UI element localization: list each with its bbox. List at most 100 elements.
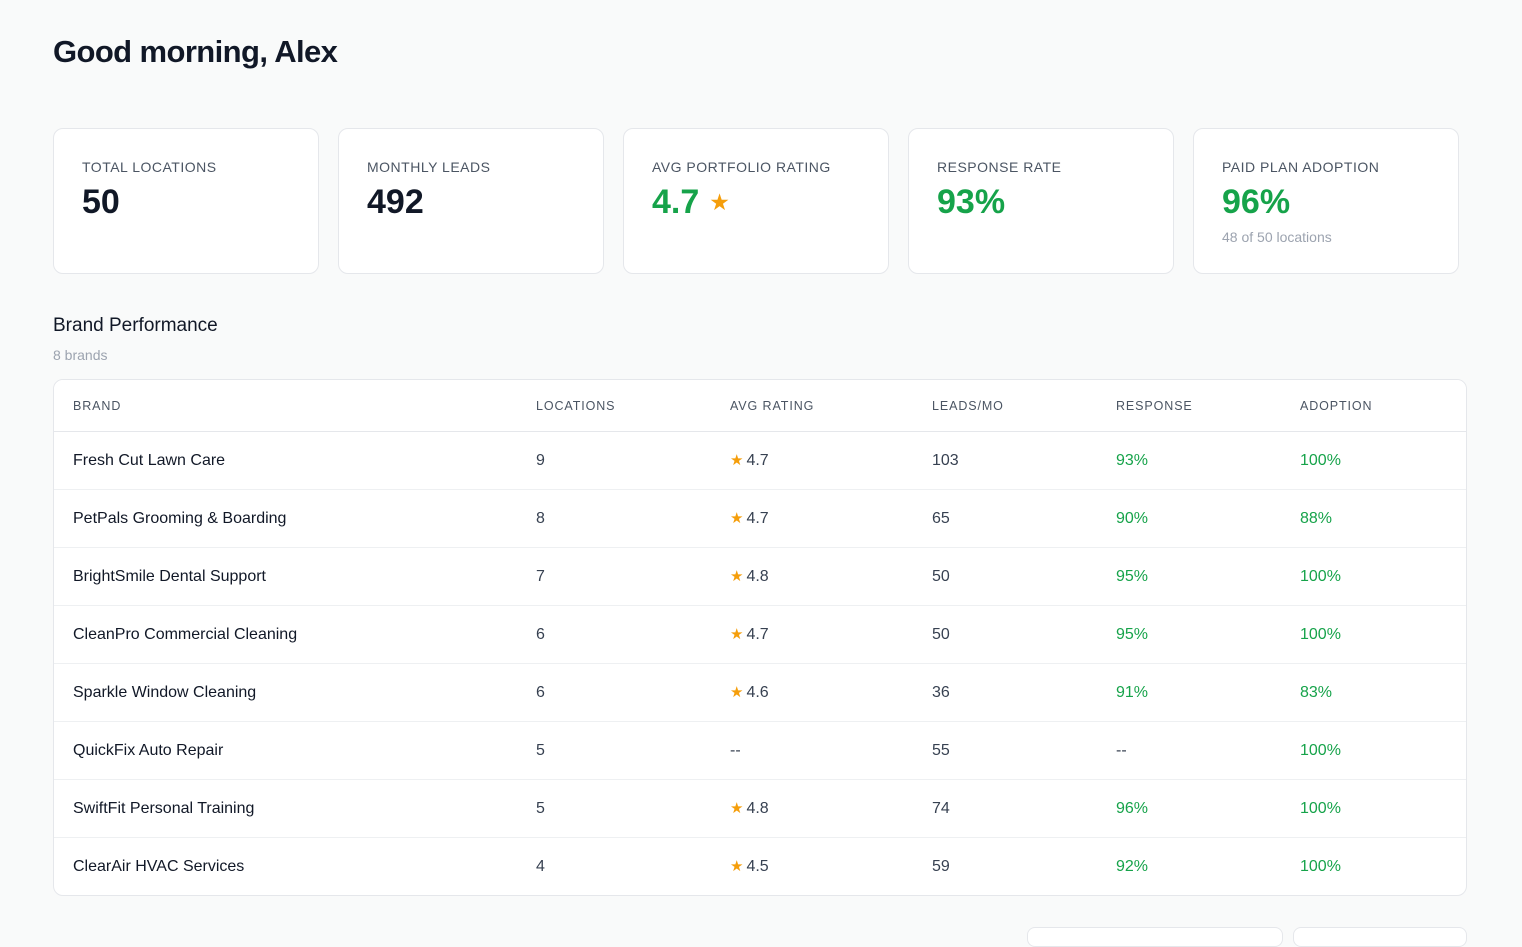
stat-label: MONTHLY LEADS	[367, 159, 491, 175]
stat-label: PAID PLAN ADOPTION	[1222, 159, 1380, 175]
cell-adoption: 100%	[1300, 547, 1466, 606]
stat-value: 96%	[1222, 183, 1291, 221]
cell-response: 95%	[1116, 605, 1300, 664]
cell-leads: 65	[932, 489, 1116, 548]
column-header-response[interactable]: RESPONSE	[1116, 380, 1300, 432]
table-row[interactable]: SwiftFit Personal Training 5 ★ 4.8 74 96% 100%	[54, 779, 1466, 838]
stat-value: 50	[82, 183, 120, 221]
rating-value: 4.8	[746, 568, 769, 585]
column-header-avg-rating[interactable]: AVG RATING	[730, 380, 932, 432]
cell-leads: 36	[932, 663, 1116, 722]
cell-locations: 9	[536, 431, 730, 490]
cell-leads: 59	[932, 857, 950, 875]
star-icon: ★	[730, 800, 744, 817]
stat-card-response-rate: RESPONSE RATE 93%	[908, 128, 1174, 274]
stat-label: AVG PORTFOLIO RATING	[652, 159, 831, 175]
column-header-brand[interactable]: BRAND	[54, 380, 536, 432]
rating-value: 4.7	[746, 510, 769, 527]
cell-avg-rating: ★ 4.5	[730, 838, 932, 896]
cell-adoption: 100%	[1300, 857, 1341, 875]
footer-button[interactable]	[1293, 927, 1467, 947]
cell-brand[interactable]: QuickFix Auto Repair	[54, 721, 536, 780]
cell-brand[interactable]: Fresh Cut Lawn Care	[54, 431, 536, 490]
stat-value: 93%	[937, 183, 1006, 221]
section-subtitle: 8 brands	[53, 347, 108, 363]
stat-card-avg-portfolio-rating: AVG PORTFOLIO RATING 4.7 ★	[623, 128, 889, 274]
stats-cards: TOTAL LOCATIONS 50 MONTHLY LEADS 492 AVG…	[53, 128, 1459, 274]
cell-locations: 7	[536, 547, 730, 606]
stat-card-paid-plan-adoption: PAID PLAN ADOPTION 96% 48 of 50 location…	[1193, 128, 1459, 274]
cell-response: 93%	[1116, 431, 1300, 490]
stat-card-total-locations: TOTAL LOCATIONS 50	[53, 128, 319, 274]
footer-button[interactable]	[1027, 927, 1283, 947]
star-icon: ★	[730, 626, 744, 643]
cell-locations: 5	[536, 779, 730, 838]
stat-card-monthly-leads: MONTHLY LEADS 492	[338, 128, 604, 274]
stat-subtext: 48 of 50 locations	[1222, 229, 1332, 245]
table-row[interactable]: PetPals Grooming & Boarding 8 ★ 4.7 65 90% 88%	[54, 489, 1466, 548]
star-icon: ★	[730, 510, 744, 527]
cell-response: 91%	[1116, 663, 1300, 722]
column-header-adoption[interactable]: ADOPTION	[1300, 380, 1466, 432]
cell-response: 92%	[1116, 857, 1149, 875]
star-icon: ★	[730, 858, 744, 875]
rating-value: --	[730, 741, 741, 759]
section-title: Brand Performance	[53, 315, 218, 336]
table-row[interactable]: ClearAir HVAC Services 4 ★ 4.5 59 92% 100%	[54, 838, 1466, 896]
cell-response: --	[1116, 721, 1300, 780]
cell-brand[interactable]: BrightSmile Dental Support	[54, 547, 536, 606]
cell-adoption: 100%	[1300, 721, 1466, 780]
cell-adoption: 100%	[1300, 605, 1466, 664]
cell-leads: 50	[932, 605, 1116, 664]
cell-brand[interactable]: ClearAir HVAC Services	[73, 857, 245, 875]
column-header-locations[interactable]: LOCATIONS	[536, 380, 730, 432]
table-row[interactable]: QuickFix Auto Repair 5 -- 55 -- 100%	[54, 721, 1466, 780]
cell-adoption: 88%	[1300, 489, 1466, 548]
cell-avg-rating: ★ 4.7	[730, 431, 932, 490]
cell-avg-rating: ★ 4.7	[730, 605, 932, 664]
cell-locations: 6	[536, 663, 730, 722]
cell-brand[interactable]: Sparkle Window Cleaning	[54, 663, 536, 722]
page-greeting: Good morning, Alex	[53, 34, 338, 69]
rating-value: 4.7	[746, 626, 769, 643]
cell-locations: 8	[536, 489, 730, 548]
rating-value: 4.8	[746, 800, 769, 817]
cell-brand[interactable]: SwiftFit Personal Training	[54, 779, 536, 838]
cell-response: 95%	[1116, 547, 1300, 606]
cell-avg-rating: ★ 4.8	[730, 547, 932, 606]
cell-leads: 55	[932, 721, 1116, 780]
brand-performance-table: BRAND LOCATIONS AVG RATING LEADS/MO RESP…	[53, 379, 1467, 896]
rating-value: 4.5	[746, 858, 769, 875]
cell-leads: 103	[932, 431, 1116, 490]
rating-value: 4.6	[746, 684, 769, 701]
table-row[interactable]: Sparkle Window Cleaning 6 ★ 4.6 36 91% 83%	[54, 663, 1466, 722]
column-header-leads[interactable]: LEADS/MO	[932, 380, 1116, 432]
cell-avg-rating: ★ 4.8	[730, 779, 932, 838]
cell-locations: 5	[536, 721, 730, 780]
cell-adoption: 100%	[1300, 431, 1466, 490]
cell-brand[interactable]: PetPals Grooming & Boarding	[54, 489, 536, 548]
cell-locations: 6	[536, 605, 730, 664]
cell-adoption: 100%	[1300, 779, 1466, 838]
table-row[interactable]: BrightSmile Dental Support 7 ★ 4.8 50 95% 100%	[54, 547, 1466, 606]
stat-value: 492	[367, 183, 424, 221]
cell-locations: 4	[536, 857, 545, 875]
rating-value: 4.7	[746, 452, 769, 469]
table-row[interactable]: CleanPro Commercial Cleaning 6 ★ 4.7 50 95% 10…	[54, 605, 1466, 664]
cell-brand[interactable]: CleanPro Commercial Cleaning	[54, 605, 536, 664]
cell-avg-rating: ★ 4.7	[730, 489, 932, 548]
cell-adoption: 83%	[1300, 663, 1466, 722]
stat-label: RESPONSE RATE	[937, 159, 1062, 175]
star-icon: ★	[730, 452, 744, 469]
cell-response: 90%	[1116, 489, 1300, 548]
table-header-row: BRAND LOCATIONS AVG RATING LEADS/MO RESP…	[54, 380, 1466, 432]
cell-response: 96%	[1116, 779, 1300, 838]
cell-leads: 50	[932, 547, 1116, 606]
star-icon: ★	[730, 568, 744, 585]
star-icon: ★	[709, 189, 730, 215]
star-icon: ★	[730, 684, 744, 701]
table-row[interactable]: Fresh Cut Lawn Care 9 ★ 4.7 103 93% 100%	[54, 431, 1466, 490]
cell-leads: 74	[932, 779, 1116, 838]
cell-avg-rating: ★ 4.6	[730, 663, 932, 722]
stat-label: TOTAL LOCATIONS	[82, 159, 217, 175]
